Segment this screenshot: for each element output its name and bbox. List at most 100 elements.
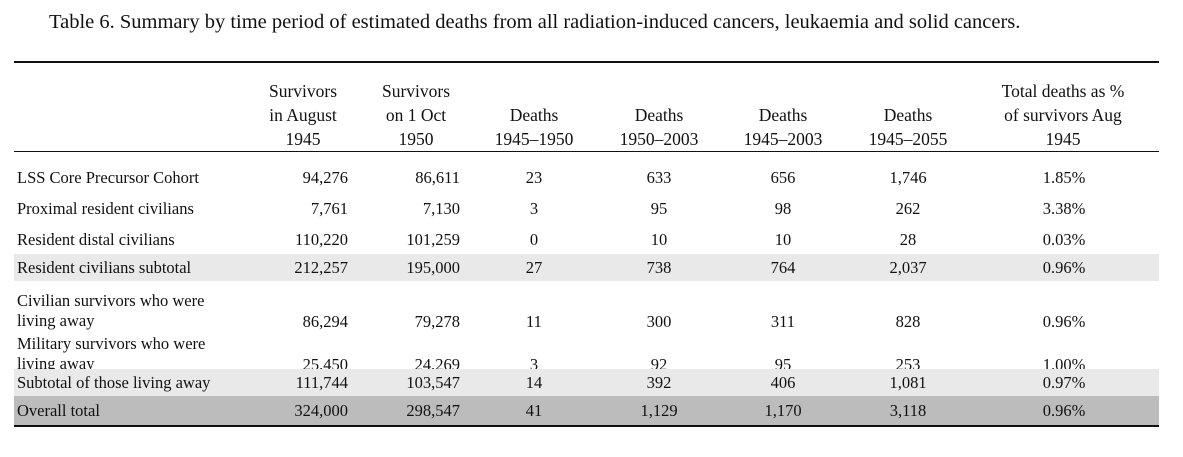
table-cell: 0.03%	[1042, 230, 1086, 249]
table-cell: 3	[529, 355, 539, 374]
column-header-line: Survivors	[268, 81, 338, 101]
table-cell: 300	[646, 312, 672, 331]
table-cell: 262	[895, 199, 921, 218]
table-bottom-rule	[14, 425, 1159, 427]
row-label: Resident distal civilians	[17, 228, 175, 252]
column-header: Survivors on 1 Oct 1950	[321, 79, 511, 151]
table-cell: 79,278	[414, 312, 460, 331]
table-cell: 311	[770, 312, 796, 331]
column-header-line: 1945	[1045, 129, 1081, 149]
table-cell: 656	[770, 168, 796, 187]
table-cell: 324,000	[294, 400, 348, 420]
table-cell: 98	[774, 199, 792, 218]
table-cell: 27	[525, 257, 543, 277]
row-label-line: Civilian survivors who were	[17, 290, 205, 310]
table-cell: 110,220	[294, 230, 348, 249]
table-cell: 212,257	[294, 257, 348, 277]
row-label-line: Resident distal civilians	[17, 230, 175, 249]
table-cell: 7,130	[422, 199, 460, 218]
table-row: Resident civilians subtotal 212,257 195,00…	[14, 254, 1159, 281]
table-cell: 103,547	[406, 372, 460, 392]
row-label: Civilian survivors who were living away	[17, 283, 204, 338]
table-cell: 406	[770, 372, 796, 392]
column-header-line: 1950–2003	[619, 129, 699, 149]
table-cell: 111,744	[295, 372, 348, 392]
table-cell: 0.96%	[1042, 400, 1086, 420]
row-label-line: Overall total	[17, 400, 100, 420]
table-top-rule	[14, 61, 1159, 63]
table-cell: 392	[646, 372, 672, 392]
table-row: Subtotal of those living away 111,744 103,…	[14, 369, 1159, 396]
table-row: LSS Core Precursor Cohort 94,276 86,611 23 6…	[14, 166, 1159, 190]
column-header-line: 1945	[285, 129, 321, 149]
column-header-line: on 1 Oct	[385, 105, 447, 125]
table-row: Resident distal civilians 110,220 101,259 0…	[14, 228, 1159, 252]
table-cell: 0.97%	[1042, 372, 1086, 392]
table-cell: 298,547	[406, 400, 460, 420]
column-header-line: Survivors	[381, 81, 451, 101]
table-cell: 0.96%	[1042, 312, 1086, 331]
column-header: Deaths 1945–1950	[439, 103, 629, 151]
table-cell: 633	[646, 168, 672, 187]
column-header-line: 1945–2055	[868, 129, 948, 149]
table-cell: 94,276	[302, 168, 348, 187]
table-cell: 41	[525, 400, 543, 420]
table-cell: 738	[646, 257, 672, 277]
table-cell: 1,170	[764, 400, 802, 420]
table-cell: 7,761	[310, 199, 348, 218]
column-header-line: Deaths	[634, 105, 684, 125]
table-cell: 101,259	[406, 230, 460, 249]
column-header-line: Deaths	[758, 105, 808, 125]
column-header-line: Deaths	[509, 105, 559, 125]
table-cell: 3	[529, 199, 539, 218]
table-cell: 3,118	[889, 400, 927, 420]
table-cell: 14	[525, 372, 543, 392]
table-cell: 10	[650, 230, 668, 249]
table-row: Overall total 324,000 298,547 41 1,129 1,170 3…	[14, 396, 1159, 425]
table-cell: 0.96%	[1042, 257, 1086, 277]
table-cell: 1,081	[889, 372, 927, 392]
table-cell: 1.85%	[1042, 168, 1086, 187]
column-header: Deaths 1945–2055	[813, 103, 1003, 151]
row-label: Proximal resident civilians	[17, 197, 194, 221]
table-cell: 0	[529, 230, 539, 249]
column-header-line: Deaths	[883, 105, 933, 125]
column-header: Deaths 1945–2003	[688, 103, 878, 151]
table-cell: 1,129	[640, 400, 678, 420]
column-header-line: in August	[269, 105, 337, 125]
table-caption: Table 6. Summary by time period of estim…	[49, 11, 1021, 33]
column-header-line: 1945–2003	[743, 129, 823, 149]
column-header-line: of survivors Aug	[1004, 105, 1122, 125]
row-label-line: living away	[17, 353, 95, 373]
row-label-line: Subtotal of those living away	[17, 372, 211, 392]
table-row: Proximal resident civilians 7,761 7,130 3 95…	[14, 197, 1159, 221]
table-row: Civilian survivors who were living away 86…	[14, 283, 1159, 338]
table-cell: 3.38%	[1042, 199, 1086, 218]
row-label: Overall total	[17, 396, 100, 425]
table-cell: 95	[650, 199, 668, 218]
column-header-line: 1950	[398, 129, 434, 149]
table-cell: 764	[770, 257, 796, 277]
column-header: Survivors in August 1945	[208, 79, 398, 151]
table-header-rule	[14, 151, 1159, 152]
row-label-line: living away	[17, 310, 95, 330]
row-label-line: Resident civilians subtotal	[17, 257, 192, 277]
column-header: Deaths 1950–2003	[564, 103, 754, 151]
table-cell: 11	[526, 312, 542, 331]
row-label: Subtotal of those living away	[17, 369, 210, 396]
table-cell: 2,037	[889, 257, 927, 277]
table-cell: 195,000	[406, 257, 460, 277]
table-cell: 86,294	[302, 312, 348, 331]
column-header-line: Total deaths as %	[1001, 81, 1125, 101]
table-cell: 86,611	[415, 168, 460, 187]
table-cell: 10	[774, 230, 792, 249]
row-label-line: Proximal resident civilians	[17, 199, 194, 218]
table-cell: 1,746	[889, 168, 927, 187]
table-cell: 23	[525, 168, 543, 187]
row-label-line: Military survivors who were	[17, 333, 206, 353]
row-label: Resident civilians subtotal	[17, 254, 191, 281]
row-label-line: LSS Core Precursor Cohort	[17, 168, 199, 187]
row-label: LSS Core Precursor Cohort	[17, 166, 199, 190]
column-header: Total deaths as % of survivors Aug 1945	[968, 79, 1158, 151]
column-header-line: 1945–1950	[494, 129, 574, 149]
